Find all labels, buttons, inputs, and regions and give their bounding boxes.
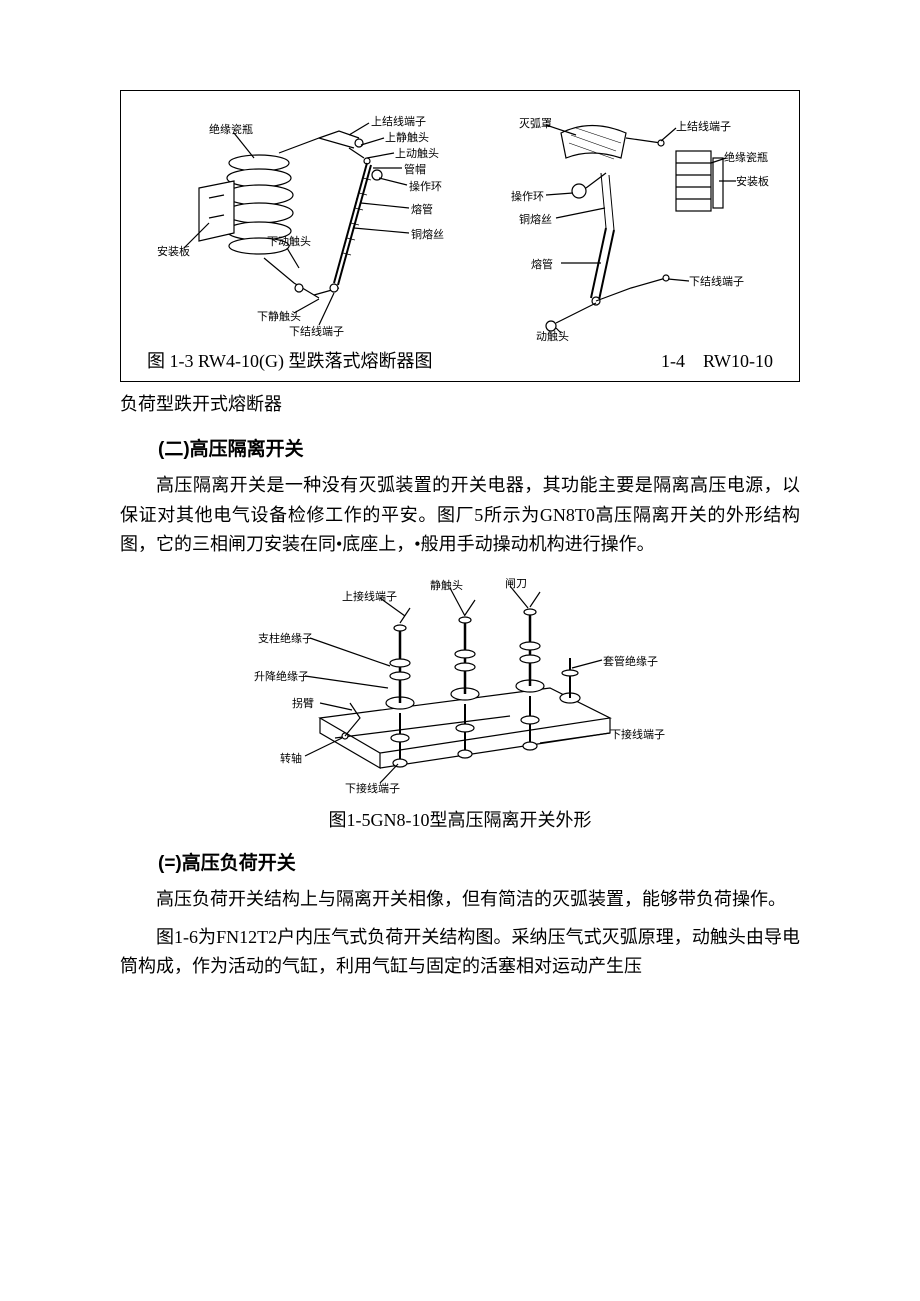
label-lower-terminal-2: 下接线端子: [610, 726, 665, 742]
label-lift-insulator-2: 升降绝缘子: [254, 668, 309, 684]
label-moving-contact-r: 动触头: [536, 328, 569, 344]
label-upper-moving: 上动触头: [395, 145, 439, 161]
label-copper-r: 铜熔丝: [519, 211, 552, 227]
diagram-rw10-10: 灭弧罩 上结线端子 绝缘瓷瓶 操作环 安装板 铜熔丝 熔管 下结线端子 动触头: [501, 103, 781, 343]
label-lower-terminal: 下结线端子: [289, 323, 344, 339]
diagram-rw4-10g: 绝缘瓷瓶 上结线端子 上静触头 上动触头 管帽 操作环 熔管 安装板 下动触头 …: [139, 103, 479, 343]
label-bushing-2: 套管绝缘子: [603, 653, 658, 669]
figure-1-row: 绝缘瓷瓶 上结线端子 上静触头 上动触头 管帽 操作环 熔管 安装板 下动触头 …: [139, 103, 781, 343]
figure-1-caption-row: 图 1-3 RW4-10(G) 型跌落式熔断器图 1-4 RW10-10: [139, 347, 781, 373]
paragraph-section-2: 高压隔离开关是一种没有灭弧装置的开关电器，其功能主要是隔离高压电源，以保证对其他…: [120, 471, 800, 560]
label-fuse-tube: 熔管: [411, 201, 433, 217]
label-post-insulator-2: 支柱绝缘子: [258, 630, 313, 646]
figure-1-box: 绝缘瓷瓶 上结线端子 上静触头 上动触头 管帽 操作环 熔管 安装板 下动触头 …: [120, 90, 800, 382]
figure-1-caption-left: 图 1-3 RW4-10(G) 型跌落式熔断器图: [147, 347, 432, 373]
label-tube-r: 熔管: [531, 256, 553, 272]
label-op-ring: 操作环: [409, 178, 442, 194]
label-insulator-r: 绝缘瓷瓶: [724, 149, 768, 165]
paragraph-section-3b: 图1-6为FN12T2户内压气式负荷开关结构图。采纳压气式灭弧原理，动触头由导电…: [120, 923, 800, 982]
label-upper-terminal: 上结线端子: [371, 113, 426, 129]
label-static-contact-2: 静触头: [430, 577, 463, 593]
label-blade-2: 闸刀: [505, 575, 527, 591]
figure-2-wrap: 上接线端子 静触头 闸刀 支柱绝缘子 套管绝缘子 升降绝缘子 拐臂 下接线端子 …: [120, 568, 800, 798]
label-upper-static: 上静触头: [385, 129, 429, 145]
figure-1-under-caption: 负荷型跌开式熔断器: [120, 390, 800, 416]
label-copper-wire: 铜熔丝: [411, 226, 444, 242]
label-lower-static: 下静触头: [257, 308, 301, 324]
label-lower-terminal-r: 下结线端子: [689, 273, 744, 289]
label-crank-2: 拐臂: [292, 695, 314, 711]
label-tube-cap: 管帽: [404, 161, 426, 177]
label-arc-hood: 灭弧罩: [519, 115, 552, 131]
paragraph-section-3a: 高压负荷开关结构上与隔离开关相像，但有简洁的灭弧装置，能够带负荷操作。: [120, 885, 800, 915]
label-upper-terminal-r: 上结线端子: [676, 118, 731, 134]
document-page: 绝缘瓷瓶 上结线端子 上静触头 上动触头 管帽 操作环 熔管 安装板 下动触头 …: [0, 0, 920, 1050]
label-mount-plate: 安装板: [157, 243, 190, 259]
label-lower-moving: 下动触头: [267, 233, 311, 249]
label-shaft-2: 转轴: [280, 750, 302, 766]
label-lower-terminal-2b: 下接线端子: [345, 780, 400, 796]
label-upper-terminal-2: 上接线端子: [342, 588, 397, 604]
figure-1-caption-right: 1-4 RW10-10: [661, 347, 773, 373]
label-op-ring-r: 操作环: [511, 188, 544, 204]
diagram-gn8-10: 上接线端子 静触头 闸刀 支柱绝缘子 套管绝缘子 升降绝缘子 拐臂 下接线端子 …: [250, 568, 670, 798]
label-mount-r: 安装板: [736, 173, 769, 189]
figure-2-caption: 图1-5GN8-10型高压隔离开关外形: [120, 806, 800, 832]
heading-section-2: (二)高压隔离开关: [158, 434, 800, 461]
label-insulator: 绝缘瓷瓶: [209, 121, 253, 137]
heading-section-3: (=)高压负荷开关: [158, 848, 800, 875]
